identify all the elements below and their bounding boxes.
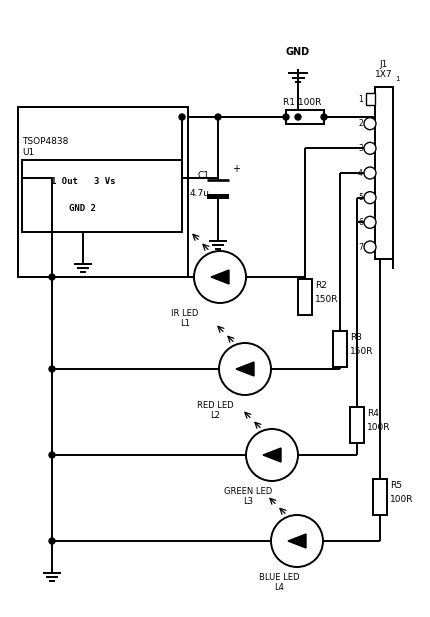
Circle shape	[215, 114, 221, 120]
Bar	[207, 194, 229, 199]
Text: R5: R5	[390, 481, 402, 489]
Text: 1X7: 1X7	[375, 70, 393, 79]
Text: R2: R2	[315, 281, 327, 289]
Circle shape	[295, 114, 301, 120]
Circle shape	[271, 515, 323, 567]
Bar	[18, 107, 188, 277]
Circle shape	[194, 251, 246, 303]
Text: TSOP4838: TSOP4838	[22, 137, 68, 146]
Circle shape	[219, 343, 271, 395]
Text: U1: U1	[22, 148, 34, 157]
Text: 5: 5	[358, 193, 363, 202]
Circle shape	[49, 274, 55, 280]
Text: J1: J1	[380, 60, 388, 69]
Text: 4: 4	[358, 168, 363, 178]
Circle shape	[364, 118, 376, 130]
Text: 6: 6	[358, 218, 363, 227]
Text: R4: R4	[367, 408, 379, 418]
Text: C1: C1	[198, 170, 210, 180]
Bar	[22, 160, 182, 232]
Text: 1: 1	[395, 76, 399, 82]
Circle shape	[49, 452, 55, 458]
Bar	[286, 110, 324, 124]
Text: R1 100R: R1 100R	[283, 98, 321, 107]
Circle shape	[246, 429, 298, 481]
Bar	[333, 331, 347, 367]
Polygon shape	[288, 534, 306, 548]
Bar	[373, 479, 387, 515]
Text: 100R: 100R	[390, 495, 414, 505]
Text: 2: 2	[358, 119, 363, 128]
Circle shape	[364, 217, 376, 228]
Circle shape	[283, 114, 289, 120]
Text: 1: 1	[358, 94, 363, 104]
Text: RED LED
L2: RED LED L2	[197, 401, 233, 420]
Circle shape	[49, 538, 55, 544]
Bar	[366, 93, 375, 105]
Text: 3: 3	[358, 144, 363, 153]
Text: GND: GND	[286, 47, 310, 57]
Polygon shape	[236, 362, 254, 376]
Circle shape	[364, 143, 376, 154]
Circle shape	[179, 114, 185, 120]
Circle shape	[364, 192, 376, 204]
Text: 150R: 150R	[315, 296, 338, 305]
Polygon shape	[263, 448, 281, 462]
Polygon shape	[211, 270, 229, 284]
Circle shape	[364, 167, 376, 179]
Bar	[298, 279, 312, 315]
Text: IR LED
L1: IR LED L1	[171, 309, 199, 328]
Text: GND 2: GND 2	[69, 204, 96, 213]
Text: GREEN LED
L3: GREEN LED L3	[224, 487, 272, 507]
Text: 7: 7	[358, 242, 363, 252]
Text: 4.7u: 4.7u	[190, 189, 210, 197]
Circle shape	[364, 241, 376, 253]
Text: +: +	[232, 164, 240, 174]
Text: 1 Out   3 Vs: 1 Out 3 Vs	[51, 177, 115, 186]
Text: BLUE LED
L4: BLUE LED L4	[259, 573, 299, 592]
Circle shape	[321, 114, 327, 120]
Text: 150R: 150R	[350, 347, 374, 357]
Text: 100R: 100R	[367, 423, 390, 433]
Bar	[375, 87, 393, 259]
Bar	[350, 407, 364, 443]
Circle shape	[49, 366, 55, 372]
Text: R3: R3	[350, 333, 362, 341]
